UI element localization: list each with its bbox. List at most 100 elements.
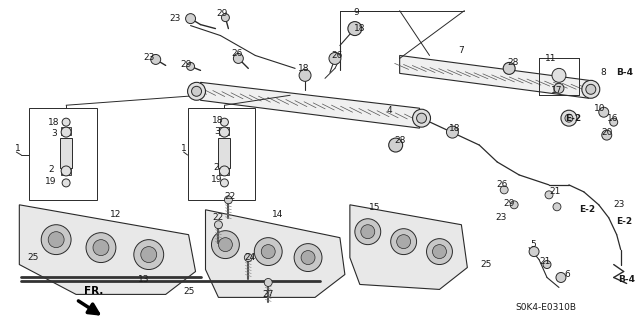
Circle shape [62,118,70,126]
Circle shape [221,14,229,22]
Text: 8: 8 [600,68,605,77]
Bar [60,138,72,168]
Bar [220,127,229,135]
Bar [29,108,97,200]
Text: 18: 18 [49,118,60,127]
Polygon shape [399,56,589,98]
Circle shape [552,68,566,82]
Text: 28: 28 [394,136,405,145]
Circle shape [48,232,64,248]
Text: 1: 1 [180,144,186,152]
Text: 25: 25 [481,260,492,269]
Circle shape [417,113,426,123]
Circle shape [220,179,228,187]
Text: 26: 26 [332,51,342,60]
Text: 26: 26 [497,180,508,189]
Text: 13: 13 [138,275,150,284]
Polygon shape [350,205,467,289]
Circle shape [543,261,551,269]
Text: 23: 23 [495,213,507,222]
Text: 12: 12 [110,210,122,219]
Circle shape [329,52,341,64]
Text: 15: 15 [369,203,381,212]
Circle shape [565,114,573,122]
Text: E-2: E-2 [565,114,581,123]
Text: 19: 19 [211,175,222,184]
Circle shape [554,83,564,93]
Circle shape [186,14,196,24]
Text: E-2: E-2 [616,217,633,226]
Text: 29: 29 [180,60,191,69]
Circle shape [553,203,561,211]
Text: 23: 23 [613,200,625,209]
Circle shape [582,80,600,98]
Circle shape [220,166,229,176]
Text: 29: 29 [504,199,515,208]
Circle shape [261,245,275,259]
Circle shape [529,247,539,256]
Circle shape [500,186,508,194]
Text: 23: 23 [169,14,180,23]
Text: 22: 22 [213,213,224,222]
Circle shape [220,118,228,126]
Bar [218,138,230,168]
Text: 22: 22 [225,192,236,201]
Circle shape [545,191,553,199]
Circle shape [220,127,229,137]
Circle shape [447,126,458,138]
Circle shape [225,196,232,204]
Text: 6: 6 [564,270,570,279]
Text: 23: 23 [143,53,154,62]
Circle shape [556,272,566,282]
Circle shape [61,166,71,176]
Circle shape [561,110,577,126]
Text: B-4: B-4 [616,68,633,77]
Circle shape [299,70,311,81]
Bar [220,169,229,175]
Circle shape [151,55,161,64]
Text: 20: 20 [601,128,612,137]
Circle shape [187,63,195,70]
Circle shape [218,238,232,252]
Text: 17: 17 [551,86,563,95]
Text: 16: 16 [607,114,618,123]
Circle shape [433,245,447,259]
Circle shape [41,225,71,255]
Polygon shape [200,82,420,128]
Circle shape [355,219,381,245]
Circle shape [214,221,223,229]
Circle shape [348,22,362,35]
Circle shape [610,118,618,126]
Circle shape [390,229,417,255]
Text: 28: 28 [508,58,519,67]
Text: 29: 29 [217,9,228,18]
Text: FR.: FR. [84,286,104,296]
Circle shape [254,238,282,265]
Circle shape [86,233,116,263]
Text: S0K4-E0310B: S0K4-E0310B [515,303,577,312]
Circle shape [234,54,243,63]
Text: 5: 5 [530,240,536,249]
Text: 18: 18 [212,116,223,125]
Circle shape [244,254,252,262]
Text: 11: 11 [545,54,557,63]
Circle shape [397,235,411,249]
Text: 21: 21 [549,187,561,197]
Text: 21: 21 [540,257,550,266]
Text: 10: 10 [594,104,605,113]
Bar [61,127,71,135]
Circle shape [134,240,164,270]
Circle shape [510,201,518,209]
Text: 25: 25 [28,253,39,262]
Text: E-2: E-2 [579,205,595,214]
Text: 25: 25 [183,287,195,296]
Circle shape [413,109,431,127]
Circle shape [602,130,612,140]
Text: 3: 3 [51,129,57,137]
Circle shape [599,107,609,117]
Circle shape [61,127,71,137]
Circle shape [93,240,109,256]
Circle shape [426,239,452,264]
Text: 24: 24 [244,253,256,262]
Text: 14: 14 [271,210,283,219]
